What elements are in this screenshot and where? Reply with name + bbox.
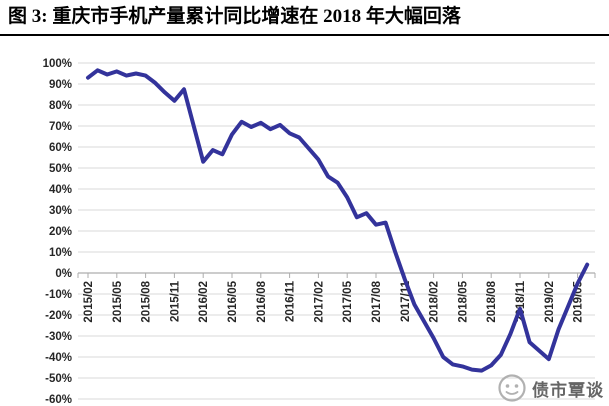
title-divider [0,34,609,36]
x-axis-tick-label: 2018/05 [457,280,469,322]
x-axis-tick-label: 2019/02 [544,281,556,323]
y-axis-tick-label: -10% [45,289,72,301]
y-axis-tick-label: 10% [49,247,72,259]
x-axis-tick-label: 2015/08 [141,280,153,322]
x-axis-tick-label: 2018/02 [429,281,441,323]
y-axis-tick-label: 100% [43,58,72,70]
figure-header: 图 3: 重庆市手机产量累计同比增速在 2018 年大幅回落 [0,0,609,30]
x-axis-tick-label: 2017/05 [342,280,354,322]
y-axis-tick-label: 60% [49,142,72,154]
y-axis-tick-label: 90% [49,79,72,91]
y-axis-tick-label: 80% [49,100,72,112]
data-series-line [86,68,590,373]
y-axis-tick-label: 0% [55,268,72,280]
x-axis-tick-label: 2015/11 [169,280,181,322]
x-axis-tick-label: 2015/02 [83,281,95,323]
x-axis-tick-label: 2016/08 [256,280,268,322]
x-axis-tick-label: 2015/05 [112,280,124,322]
x-axis-tick-label: 2016/02 [198,281,210,323]
y-axis-tick-label: -40% [45,352,72,364]
x-axis-tick-label: 2016/05 [227,280,239,322]
y-axis-tick-label: 30% [49,205,72,217]
y-axis-tick-label: -20% [45,310,72,322]
x-axis-tick-label: 2016/11 [285,280,297,322]
y-axis-tick-label: 40% [49,184,72,196]
line-chart: 100% 90% 80% 70% 60% 50% 40% 30% 20% 10% 0% -10% -20… [43,58,596,404]
y-axis-tick-label: 20% [49,226,72,238]
figure-title: 图 3: 重庆市手机产量累计同比增速在 2018 年大幅回落 [8,6,461,27]
x-axis-tick-label: 2018/08 [486,280,498,322]
y-axis-tick-label: 50% [49,163,72,175]
y-axis-tick-label: -60% [45,394,72,404]
y-axis-tick-label: 70% [49,121,72,133]
y-axis-tick-label: -30% [45,331,72,343]
y-axis-tick-label: -50% [45,373,72,385]
x-axis-tick-label: 2017/08 [371,280,383,322]
x-axis-tick-label: 2017/02 [313,281,325,323]
